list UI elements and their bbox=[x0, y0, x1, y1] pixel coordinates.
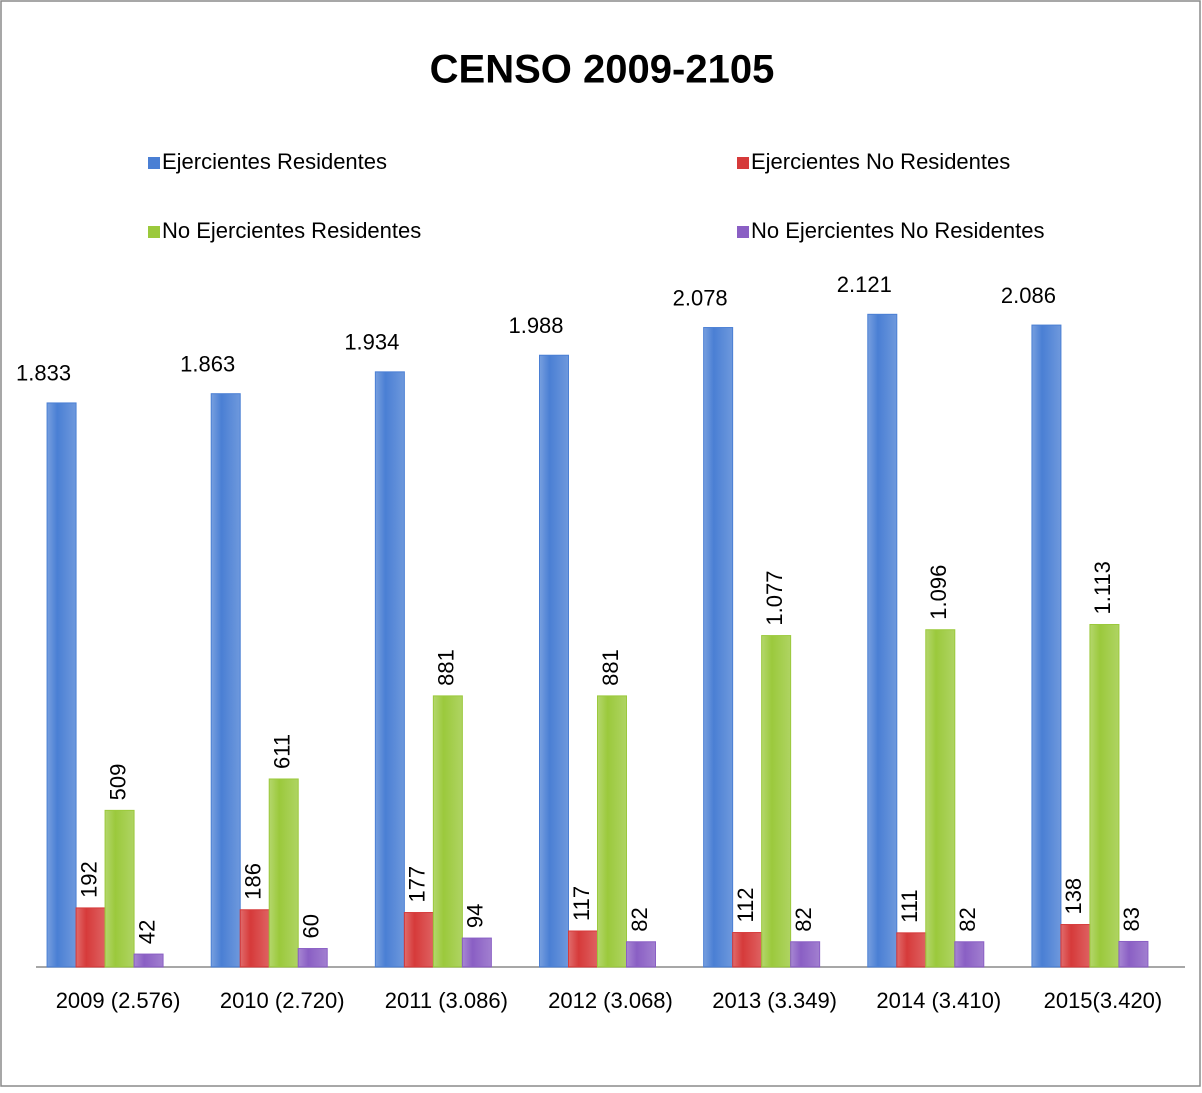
bar bbox=[403, 912, 434, 968]
bar bbox=[761, 635, 792, 968]
data-label: 82 bbox=[791, 907, 816, 931]
legend-label: No Ejercientes Residentes bbox=[162, 218, 421, 243]
legend-marker bbox=[737, 226, 749, 238]
data-label: 82 bbox=[955, 907, 980, 931]
bar bbox=[954, 941, 985, 968]
data-label: 186 bbox=[241, 863, 266, 900]
x-tick-label: 2010 (2.720) bbox=[220, 988, 345, 1013]
bar bbox=[239, 909, 270, 968]
legend-marker bbox=[148, 226, 160, 238]
data-label: 1.988 bbox=[508, 313, 563, 338]
bar bbox=[297, 948, 328, 968]
bar bbox=[896, 932, 927, 968]
data-label: 2.086 bbox=[1001, 283, 1056, 308]
data-label: 192 bbox=[76, 861, 101, 898]
data-label: 881 bbox=[434, 649, 459, 686]
bar bbox=[1118, 940, 1149, 968]
bar bbox=[539, 354, 569, 968]
bar bbox=[626, 941, 656, 968]
bar bbox=[268, 778, 299, 968]
data-label: 1.096 bbox=[926, 565, 951, 620]
x-tick-label: 2012 (3.068) bbox=[548, 988, 673, 1013]
data-label: 60 bbox=[299, 914, 324, 938]
data-label: 1.934 bbox=[344, 330, 399, 355]
bar bbox=[461, 937, 492, 968]
x-tick-label: 2013 (3.349) bbox=[712, 988, 837, 1013]
data-label: 177 bbox=[405, 866, 430, 903]
x-tick-label: 2015(3.420) bbox=[1044, 988, 1163, 1013]
data-label: 2.121 bbox=[837, 272, 892, 297]
data-label: 138 bbox=[1061, 878, 1086, 915]
bar bbox=[1031, 324, 1062, 968]
bar bbox=[732, 932, 763, 968]
data-label: 112 bbox=[733, 887, 758, 922]
data-label: 1.113 bbox=[1090, 561, 1115, 614]
data-label: 111 bbox=[897, 889, 922, 922]
bar bbox=[1060, 924, 1091, 968]
data-label: 611 bbox=[270, 734, 295, 769]
bar bbox=[568, 930, 598, 968]
bar bbox=[703, 327, 734, 968]
data-label: 881 bbox=[598, 649, 623, 686]
bar bbox=[1089, 623, 1120, 968]
data-label: 509 bbox=[105, 764, 130, 801]
legend-label: No Ejercientes No Residentes bbox=[751, 218, 1044, 243]
data-label: 117 bbox=[569, 886, 594, 921]
bar bbox=[432, 695, 463, 968]
legend-marker bbox=[737, 157, 749, 169]
bar bbox=[133, 953, 164, 968]
bar bbox=[75, 907, 106, 968]
legend-label: Ejercientes No Residentes bbox=[751, 149, 1010, 174]
data-label: 42 bbox=[134, 920, 159, 944]
x-tick-label: 2009 (2.576) bbox=[56, 988, 181, 1013]
bar bbox=[210, 393, 241, 968]
bar bbox=[925, 629, 956, 968]
x-tick-label: 2014 (3.410) bbox=[876, 988, 1001, 1013]
x-tick-label: 2011 (3.086) bbox=[385, 988, 508, 1013]
data-label: 1.833 bbox=[16, 361, 71, 386]
data-label: 94 bbox=[463, 904, 488, 928]
bar bbox=[374, 371, 405, 968]
bar bbox=[597, 695, 627, 968]
data-label: 2.078 bbox=[673, 285, 728, 310]
data-label: 83 bbox=[1119, 907, 1144, 931]
bar bbox=[46, 402, 77, 968]
data-label: 1.863 bbox=[180, 352, 235, 377]
bar bbox=[790, 941, 821, 968]
bar bbox=[104, 809, 135, 968]
data-label: 1.077 bbox=[762, 571, 787, 626]
chart-title: CENSO 2009-2105 bbox=[430, 48, 775, 92]
legend-label: Ejercientes Residentes bbox=[162, 149, 387, 174]
data-label: 82 bbox=[627, 907, 652, 931]
legend-marker bbox=[148, 157, 160, 169]
bar bbox=[867, 313, 898, 968]
